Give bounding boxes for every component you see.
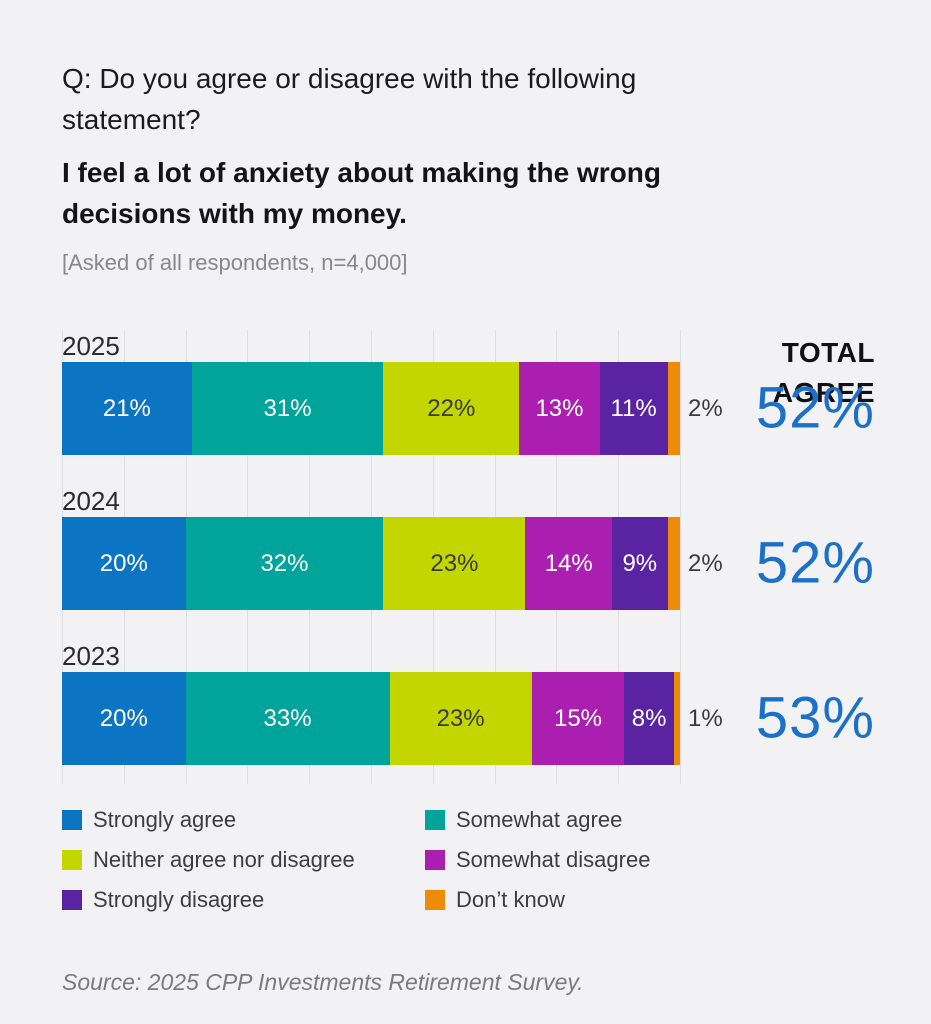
bar-segment: 32% [185,517,384,610]
bar-segment: 15% [531,672,625,765]
infographic: Q: Do you agree or disagree with the fol… [62,58,875,995]
bar-segment: 20% [62,517,186,610]
bar-segment: 11% [599,362,668,455]
stacked-bar: 20% 33% 23% 15% 8% [62,672,680,765]
legend-swatch [62,810,82,830]
source-text: Source: 2025 CPP Investments Retirement … [62,969,584,995]
outside-value-label: 2% [688,394,723,422]
segment-value-label: 13% [535,394,584,422]
segment-value-label: 9% [622,549,658,577]
total-agree-value: 52% [755,375,875,441]
segment-value-label: 33% [263,704,312,732]
legend-swatch [425,850,445,870]
chart-row-2024: 2024 2% 20% 32% 23% 14% 9% 52% [62,488,875,610]
bar-segment [673,672,680,765]
total-agree-line-1: TOTAL [781,337,875,368]
segment-value-label: 15% [553,704,603,732]
legend-label: Somewhat disagree [456,847,651,872]
year-label: 2024 [62,486,120,516]
bar-segment: 23% [383,517,526,610]
total-agree-value: 52% [755,530,875,596]
year-label: 2023 [62,641,120,671]
legend-item: Don’t know [425,887,822,913]
outside-value-label: 2% [688,549,723,577]
legend-label: Strongly agree [93,807,237,832]
bar-segment: 13% [519,362,600,455]
legend-item: Neither agree nor disagree [62,847,425,873]
total-agree-value: 53% [755,685,875,751]
legend-item: Somewhat disagree [425,847,822,873]
question-text: Q: Do you agree or disagree with the fol… [62,58,875,140]
segment-value-label: 22% [427,394,476,422]
question-line-1: Q: Do you agree or disagree with the fol… [62,63,637,94]
bar-segment: 23% [389,672,532,765]
bar-segment: 21% [62,362,192,455]
legend-swatch [425,890,445,910]
legend: Strongly agree Somewhat agree Neither agre… [62,807,822,913]
sample-note: [Asked of all respondents, n=4,000] [62,250,408,275]
segment-value-label: 20% [99,704,148,732]
legend-label: Strongly disagree [93,887,265,912]
total-agree-line-2: AGREE [772,377,875,408]
legend-item: Somewhat agree [425,807,822,833]
segment-value-label: 20% [99,549,148,577]
legend-item: Strongly agree [62,807,425,833]
segment-value-label: 21% [102,394,151,422]
bar: 2% 20% 32% 23% 14% 9% [62,517,723,610]
legend-swatch [425,810,445,830]
stacked-bar: 20% 32% 23% 14% 9% [62,517,680,610]
stacked-bar: 21% 31% 22% 13% 11% [62,362,680,455]
segment-value-label: 23% [430,549,479,577]
chart-row-2025: 2025 2% 21% 31% 22% 13% 11% 52% [62,333,875,455]
statement-text: I feel a lot of anxiety about making the… [62,152,875,234]
segment-value-label: 32% [260,549,309,577]
bar: 2% 21% 31% 22% 13% 11% [62,362,723,455]
bar-segment: 22% [383,362,520,455]
bar-segment [667,362,680,455]
bar-segment: 20% [62,672,186,765]
segment-value-label: 11% [610,394,657,422]
bar: 1% 20% 33% 23% 15% 8% [62,672,723,765]
segment-value-label: 31% [263,394,312,422]
chart-section: TOTAL AGREE 2025 2% 21% 31% 22% 13% 11% 52% 2024… [62,330,875,784]
legend-item: Strongly disagree [62,887,425,913]
total-agree-heading: TOTAL AGREE [773,333,875,413]
segment-value-label: 8% [631,704,667,732]
segment-value-label: 14% [544,549,593,577]
statement-line-2: decisions with my money. [62,198,407,229]
bar-segment: 9% [611,517,668,610]
outside-value-label: 1% [688,704,723,732]
legend-swatch [62,850,82,870]
statement-line-1: I feel a lot of anxiety about making the… [62,157,661,188]
question-line-2: statement? [62,104,201,135]
bar-segment: 31% [191,362,384,455]
legend-label: Don’t know [456,887,565,912]
segment-value-label: 23% [436,704,485,732]
bar-segment: 33% [185,672,390,765]
year-label: 2025 [62,331,120,361]
bar-segment: 14% [525,517,612,610]
chart-row-2023: 2023 1% 20% 33% 23% 15% 8% 53% [62,643,875,765]
legend-label: Somewhat agree [456,807,623,832]
legend-label: Neither agree nor disagree [93,847,355,872]
bar-segment: 8% [624,672,674,765]
chart-rows: 2025 2% 21% 31% 22% 13% 11% 52% 2024 2% 20% 32% 23% 1… [62,330,875,784]
legend-swatch [62,890,82,910]
bar-segment [667,517,680,610]
